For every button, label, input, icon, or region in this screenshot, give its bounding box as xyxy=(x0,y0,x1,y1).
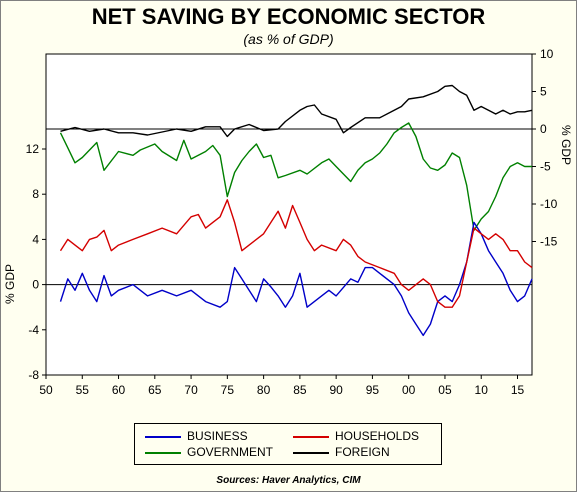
x-axis-tick-label: 95 xyxy=(366,383,380,397)
legend-swatch-business xyxy=(145,436,181,438)
right-axis-label: % GDP xyxy=(559,125,573,165)
x-axis-tick-label: 55 xyxy=(76,383,90,397)
legend-label-foreign: FOREIGN xyxy=(335,445,390,459)
right-axis-tick-label: 5 xyxy=(540,85,547,99)
right-axis-tick-label: 0 xyxy=(540,122,547,136)
series-line-government xyxy=(59,122,532,231)
chart-subtitle: (as % of GDP) xyxy=(243,31,334,47)
left-axis-tick-label: 12 xyxy=(26,142,40,156)
right-axis-tick-label: 10 xyxy=(540,47,554,61)
x-axis-tick-label: 70 xyxy=(184,383,198,397)
legend-label-business: BUSINESS xyxy=(187,429,248,443)
x-axis-tick-label: 65 xyxy=(148,383,162,397)
left-axis-tick-label: 8 xyxy=(32,187,39,201)
legend: BUSINESS HOUSEHOLDS GOVERNMENT FOREIGN xyxy=(134,423,442,465)
series-line-foreign xyxy=(60,84,533,138)
plot-area xyxy=(45,53,533,376)
left-axis-tick-label: -8 xyxy=(28,368,39,382)
legend-swatch-households xyxy=(293,436,329,438)
x-axis-tick-label: 05 xyxy=(438,383,452,397)
left-axis-tick-label: -4 xyxy=(28,323,39,337)
left-axis-tick-label: 0 xyxy=(32,278,39,292)
source-note: Sources: Haver Analytics, CIM xyxy=(216,475,361,486)
x-axis-tick-label: 80 xyxy=(257,383,271,397)
x-axis-tick-label: 60 xyxy=(112,383,126,397)
right-axis-tick-label: -15 xyxy=(540,235,558,249)
left-axis-label: % GDP xyxy=(3,264,17,304)
legend-label-households: HOUSEHOLDS xyxy=(335,429,420,443)
right-axis-tick-label: -10 xyxy=(540,197,558,211)
x-axis-tick-label: 85 xyxy=(293,383,307,397)
x-axis-tick-label: 10 xyxy=(475,383,489,397)
x-axis-tick-label: 90 xyxy=(329,383,343,397)
x-axis-tick-label: 00 xyxy=(402,383,416,397)
x-axis-tick-label: 50 xyxy=(39,383,53,397)
x-axis-tick-label: 15 xyxy=(511,383,525,397)
chart-title: NET SAVING BY ECONOMIC SECTOR xyxy=(91,4,486,29)
x-axis-tick-label: 75 xyxy=(221,383,235,397)
left-axis-tick-label: 4 xyxy=(32,232,39,246)
right-axis-tick-label: -5 xyxy=(540,160,551,174)
legend-swatch-government xyxy=(145,452,181,454)
series-line-households xyxy=(59,199,533,308)
legend-label-government: GOVERNMENT xyxy=(187,445,274,459)
legend-swatch-foreign xyxy=(293,452,329,454)
